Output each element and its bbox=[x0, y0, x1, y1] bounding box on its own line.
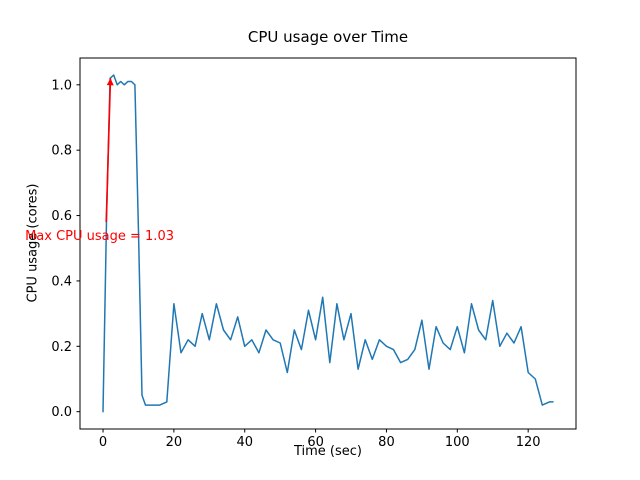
annotation-arrow bbox=[105, 78, 112, 223]
plot-border bbox=[79, 57, 577, 430]
x-tick-label: 120 bbox=[516, 435, 541, 450]
x-tick-label: 20 bbox=[166, 435, 183, 450]
cpu-usage-line bbox=[102, 74, 554, 413]
annotation-arrow-head bbox=[106, 78, 114, 86]
y-tick-label: 0.6 bbox=[51, 209, 72, 224]
y-tick-label: 0.4 bbox=[51, 274, 72, 289]
y-tick-label: 1.0 bbox=[51, 78, 72, 93]
y-tick-label: 0.2 bbox=[51, 340, 72, 355]
x-axis-label: Time (sec) bbox=[293, 444, 362, 459]
y-tick-label: 0.8 bbox=[51, 144, 72, 159]
x-tick-label: 0 bbox=[99, 435, 107, 450]
max-annotation-label: Max CPU usage = 1.03 bbox=[25, 228, 174, 244]
x-tick-label: 100 bbox=[445, 435, 470, 450]
x-axis-ticks: 0 20 40 60 80 100 120 bbox=[99, 429, 541, 450]
y-axis-ticks: 0.0 0.2 0.4 0.6 0.8 1.0 bbox=[51, 78, 80, 420]
y-tick-label: 0.0 bbox=[51, 405, 72, 420]
x-tick-label: 80 bbox=[378, 435, 395, 450]
x-tick-label: 60 bbox=[307, 435, 324, 450]
chart-title: CPU usage over Time bbox=[247, 28, 409, 46]
x-tick-label: 40 bbox=[236, 435, 253, 450]
